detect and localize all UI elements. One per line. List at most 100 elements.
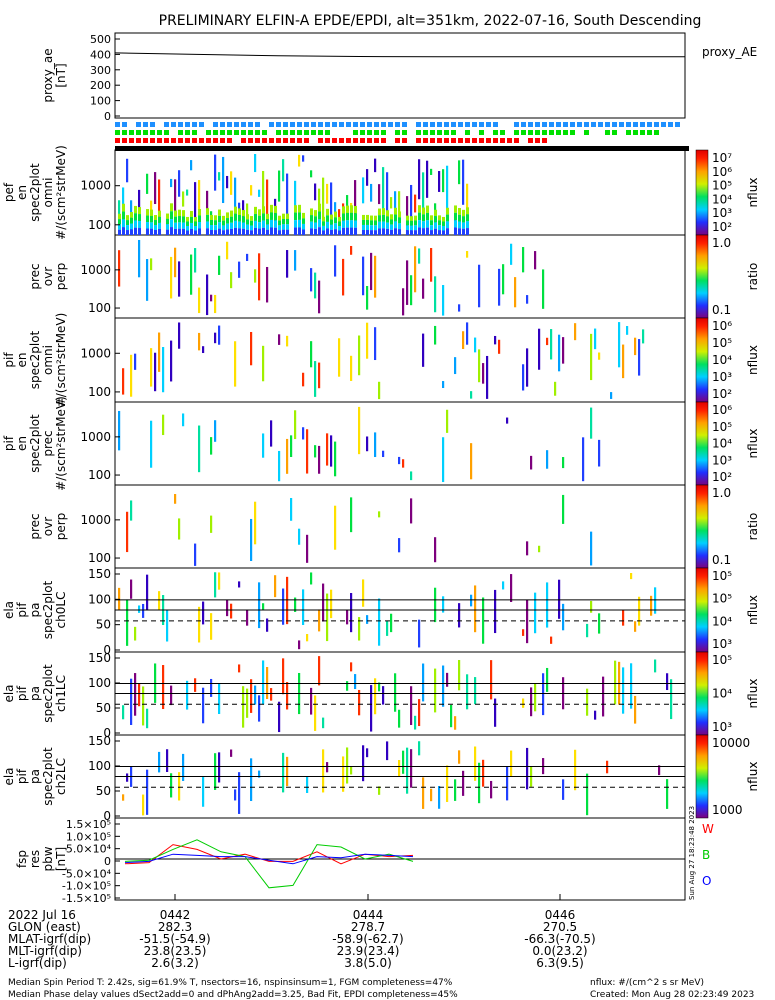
spectrogram-cell: [310, 341, 313, 368]
spectrogram-cell: [262, 206, 265, 214]
colorbar-tick: 10⁵: [712, 653, 732, 667]
coverage-strip-segment: [668, 122, 673, 127]
tick-label: 50: [96, 784, 111, 798]
spectrogram-cell: [182, 216, 185, 223]
spectrogram-cell: [266, 266, 269, 303]
coverage-strip-segment: [227, 146, 234, 151]
coverage-strip-segment: [241, 130, 246, 135]
ylabel-spec_pif_prec: en: [15, 436, 29, 451]
spectrogram-cell: [282, 229, 285, 235]
coverage-strip-segment: [346, 138, 351, 143]
spectrogram-cell: [210, 678, 213, 697]
spectrogram-cell: [126, 158, 129, 183]
spectrogram-cell: [150, 222, 153, 229]
spectrogram-cell: [266, 618, 269, 632]
spectrogram-cell: [322, 717, 325, 729]
colorbar-tick: 10⁵: [712, 420, 732, 434]
spectrogram-cell: [334, 441, 337, 477]
spectrogram-cell: [362, 229, 365, 235]
coverage-strip-segment: [570, 146, 577, 151]
spectrogram-cell: [330, 435, 333, 467]
spectrogram-cell: [330, 589, 333, 619]
coverage-strip-segment: [192, 122, 197, 127]
spectrogram-cell: [374, 230, 377, 235]
coverage-strip-segment: [164, 122, 169, 127]
spectrogram-cell: [398, 709, 401, 728]
orbit-value: 6.3(9.5): [536, 956, 584, 970]
spectrogram-cell: [262, 227, 265, 235]
spectrogram-cell: [326, 183, 329, 204]
coverage-strip-segment: [451, 130, 456, 135]
spectrogram-cell: [474, 677, 477, 705]
spectrogram-cell: [434, 222, 437, 229]
coverage-strip-segment: [276, 122, 281, 127]
spectrogram-cell: [194, 678, 197, 692]
colorbar-tick: 1000: [712, 803, 743, 817]
coverage-strip-segment: [647, 130, 652, 135]
plot-title: PRELIMINARY ELFIN-A EPDE/EPDI, alt=351km…: [159, 13, 702, 29]
spectrogram-cell: [526, 599, 529, 644]
spectrogram-cell: [298, 219, 301, 228]
spectrogram-cell: [342, 220, 345, 228]
coverage-strip-segment: [402, 146, 409, 151]
spectrogram-cell: [370, 225, 373, 231]
spectrogram-cell: [318, 227, 321, 235]
coverage-strip-segment: [423, 146, 430, 151]
spectrogram-cell: [366, 285, 369, 310]
coverage-strip-segment: [367, 122, 372, 127]
coverage-strip-segment: [381, 146, 388, 151]
ylabel-pa_ch1: ela: [2, 684, 16, 702]
coverage-strip-segment: [220, 146, 227, 151]
spectrogram-cell: [250, 758, 253, 802]
spectrogram-cell: [362, 214, 365, 220]
spectrogram-cell: [134, 227, 137, 235]
coverage-strip-segment: [444, 122, 449, 127]
tick-label: 50: [96, 701, 111, 715]
spectrogram-cell: [562, 779, 565, 800]
spectrogram-cell: [250, 230, 253, 235]
spectrogram-cell: [178, 209, 181, 217]
spectrogram-cell: [418, 741, 421, 756]
spectrogram-cell: [322, 216, 325, 222]
spectrogram-cell: [598, 613, 601, 634]
spectrogram-cell: [306, 534, 309, 563]
coverage-strip-segment: [262, 146, 269, 151]
spectrogram-cell: [294, 250, 297, 271]
coverage-strip-segment: [514, 138, 519, 143]
spectrogram-cell: [198, 222, 201, 229]
spectrogram-cell: [482, 759, 485, 787]
tick-label: -5.0×10⁴: [62, 867, 112, 880]
spectrogram-cell: [498, 339, 501, 354]
spectrogram-cell: [274, 575, 277, 598]
coverage-strip-segment: [535, 122, 540, 127]
spectrogram-cell: [262, 603, 265, 610]
coverage-strip-segment: [171, 122, 176, 127]
spectrogram-cell: [278, 230, 281, 235]
spectrogram-cell: [202, 346, 205, 354]
spectrogram-cell: [574, 749, 577, 791]
spectrogram-cell: [326, 228, 329, 235]
ylabel-fgm_res: fsp: [15, 850, 29, 868]
coverage-strip-segment: [339, 122, 344, 127]
spectrogram-cell: [382, 221, 385, 229]
colorbar-tick: 10⁵: [712, 336, 732, 350]
coverage-strip-segment: [633, 130, 638, 135]
ylabel-proxy_ae: proxy_ae: [41, 48, 55, 102]
spectrogram-cell: [314, 695, 317, 731]
spectrogram-cell: [418, 220, 421, 228]
coverage-strip-segment: [465, 146, 472, 151]
spectrogram-cell: [206, 274, 209, 316]
coverage-strip-segment: [521, 122, 526, 127]
spectrogram-cell: [382, 228, 385, 235]
coverage-strip-segment: [318, 146, 325, 151]
proxy-ae-line: [114, 52, 685, 58]
spectrogram-cell: [366, 219, 369, 225]
spectrogram-cell: [138, 239, 141, 278]
coverage-strip-segment: [640, 130, 645, 135]
spectrogram-cell: [262, 220, 265, 228]
spectrogram-cell: [502, 581, 505, 590]
spectrogram-cell: [390, 219, 393, 225]
coverage-strip-segment: [556, 122, 561, 127]
spectrogram-cell: [154, 172, 157, 205]
spectrogram-cell: [238, 208, 241, 216]
